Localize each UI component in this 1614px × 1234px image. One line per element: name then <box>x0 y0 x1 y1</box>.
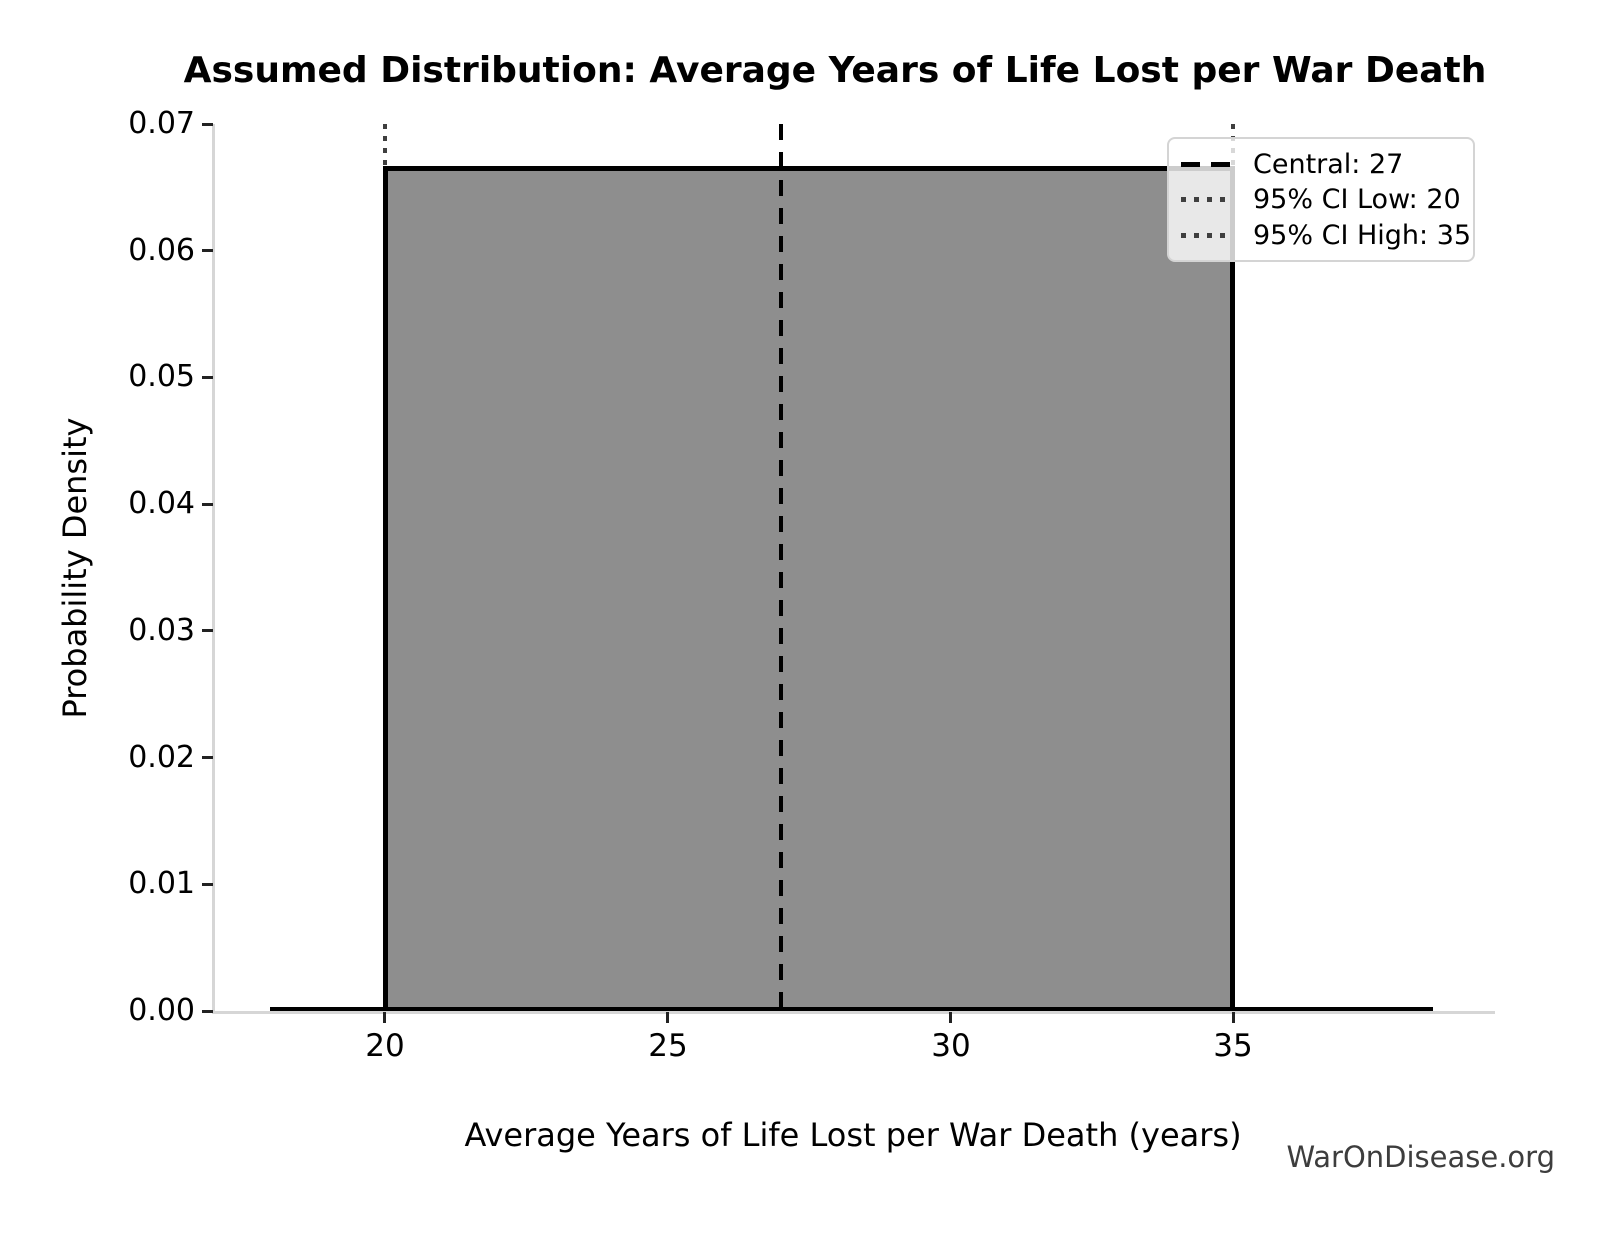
y-tick <box>202 123 213 126</box>
y-axis-spine <box>212 124 215 1014</box>
legend: Central: 27 95% CI Low: 20 95% CI High: … <box>1167 137 1475 262</box>
central-value-line <box>779 124 783 1011</box>
y-tick-label: 0.00 <box>128 993 195 1028</box>
pdf-baseline <box>270 1007 1433 1011</box>
legend-label: Central: 27 <box>1253 148 1404 180</box>
x-tick-label: 20 <box>365 1028 405 1064</box>
legend-item: 95% CI Low: 20 <box>1181 183 1461 217</box>
legend-label: 95% CI High: 35 <box>1253 219 1472 251</box>
x-tick-label: 35 <box>1213 1028 1253 1064</box>
y-tick-label: 0.02 <box>128 740 195 775</box>
y-tick-label: 0.01 <box>128 866 195 901</box>
x-tick <box>666 1012 669 1023</box>
y-tick <box>202 629 213 632</box>
dotted-line-sample-icon <box>1181 232 1231 238</box>
uniform-distribution-area <box>383 166 1235 1011</box>
y-tick <box>202 376 213 379</box>
y-tick-label: 0.04 <box>128 486 195 521</box>
watermark: WarOnDisease.org <box>1286 1140 1555 1174</box>
x-tick-label: 30 <box>931 1028 971 1064</box>
x-tick <box>1232 1012 1235 1023</box>
y-tick <box>202 503 213 506</box>
x-tick <box>949 1012 952 1023</box>
y-tick <box>202 249 213 252</box>
legend-item: 95% CI High: 35 <box>1181 218 1471 252</box>
x-axis-label: Average Years of Life Lost per War Death… <box>464 1116 1242 1154</box>
dotted-line-sample-icon <box>1181 197 1231 202</box>
y-tick-label: 0.07 <box>128 106 195 141</box>
y-tick <box>202 883 213 886</box>
y-tick-label: 0.05 <box>128 359 195 394</box>
plot-area <box>215 124 1492 1011</box>
legend-item: Central: 27 <box>1181 147 1461 181</box>
x-tick <box>383 1012 386 1023</box>
y-tick-label: 0.06 <box>128 233 195 268</box>
legend-label: 95% CI Low: 20 <box>1253 184 1461 215</box>
x-axis-spine <box>212 1011 1495 1014</box>
x-tick-label: 25 <box>648 1028 688 1064</box>
dashed-line-sample-icon <box>1181 161 1231 167</box>
chart-title: Assumed Distribution: Average Years of L… <box>183 50 1487 91</box>
y-tick <box>202 1010 213 1013</box>
y-tick <box>202 756 213 759</box>
y-tick-label: 0.03 <box>128 613 195 648</box>
y-axis-label: Probability Density <box>56 417 94 719</box>
